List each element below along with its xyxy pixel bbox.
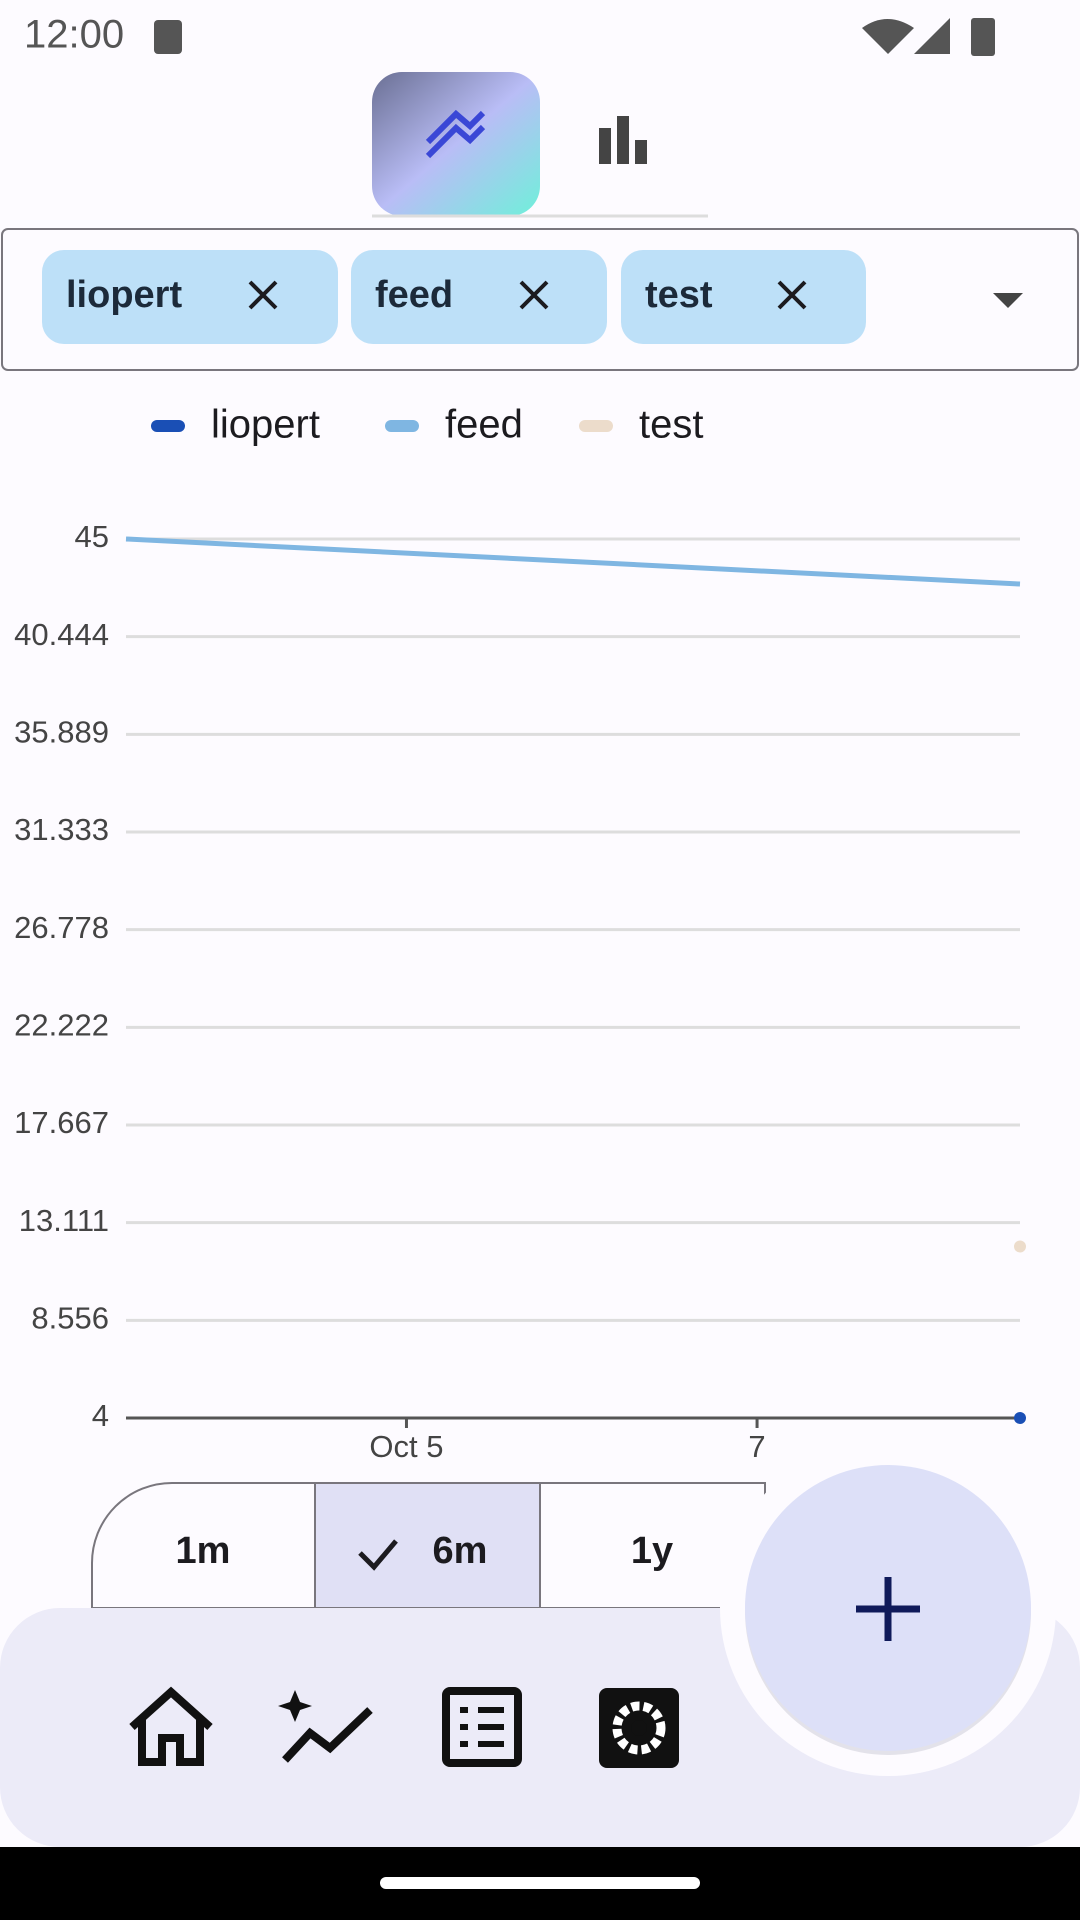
bar-view-tab[interactable]	[599, 116, 647, 164]
chip-bg	[351, 250, 607, 344]
range-buttons: 1m 6m 1y	[91, 1482, 766, 1609]
nav-home[interactable]	[129, 1686, 213, 1766]
chip-label: test	[645, 274, 713, 316]
chip-field[interactable]	[1, 228, 1079, 371]
line-view-tab[interactable]	[372, 72, 540, 216]
series-line	[125, 536, 1021, 587]
nav-list[interactable]	[442, 1687, 522, 1767]
dropdown-arrow[interactable]	[993, 293, 1023, 308]
y-tick-label: 13.111	[19, 1203, 109, 1238]
y-tick-label: 22.222	[14, 1008, 109, 1043]
y-tick-label: 35.889	[14, 715, 109, 750]
y-tick-label: 26.778	[14, 910, 109, 945]
legend-marker	[385, 420, 419, 432]
legend-marker	[579, 420, 613, 432]
y-tick-label: 17.667	[14, 1105, 109, 1140]
legend-label: feed	[445, 403, 523, 447]
chip[interactable]: feed	[351, 250, 607, 344]
y-tick-label: 8.556	[31, 1301, 109, 1336]
legend-marker	[151, 420, 185, 432]
chip-bg	[42, 250, 338, 344]
chip-label: liopert	[66, 274, 182, 316]
y-tick-label: 31.333	[14, 812, 109, 847]
range-selected	[314, 1482, 541, 1609]
status-time: 12:00	[24, 13, 124, 57]
y-tick-label: 4	[92, 1398, 109, 1433]
x-tick-label: 7	[748, 1429, 765, 1464]
x-tick-label: Oct 5	[369, 1429, 443, 1464]
y-tick-label: 45	[75, 519, 109, 554]
sd-icon	[154, 20, 182, 54]
legend-label: liopert	[211, 403, 320, 447]
chip-remove[interactable]	[248, 280, 278, 310]
chip-remove[interactable]	[777, 280, 807, 310]
nav-settings[interactable]	[599, 1688, 679, 1768]
range-button[interactable]: 1m	[176, 1530, 231, 1572]
fab-plus	[856, 1577, 920, 1641]
chip-bg	[621, 250, 866, 344]
chip[interactable]: test	[621, 250, 866, 344]
nav-insights[interactable]	[278, 1690, 373, 1763]
chip[interactable]: liopert	[42, 250, 338, 344]
chip-label: feed	[375, 274, 453, 316]
range-button[interactable]: 6m	[433, 1530, 488, 1572]
data-point	[1014, 1240, 1026, 1253]
legend-label: test	[639, 403, 703, 447]
wifi-icon	[862, 19, 914, 54]
home-handle	[380, 1877, 700, 1889]
chip-remove[interactable]	[519, 280, 549, 310]
line-icon	[425, 109, 486, 159]
check-icon	[358, 1539, 398, 1571]
y-tick-label: 40.444	[14, 617, 109, 652]
chart: liopert feed test 45 40.444 35.889 31.333 26.77…	[14, 403, 1026, 1464]
range-button[interactable]: 1y	[631, 1530, 673, 1572]
battery-icon	[971, 18, 995, 56]
signal-icon	[914, 18, 950, 54]
data-point	[1014, 1412, 1026, 1424]
